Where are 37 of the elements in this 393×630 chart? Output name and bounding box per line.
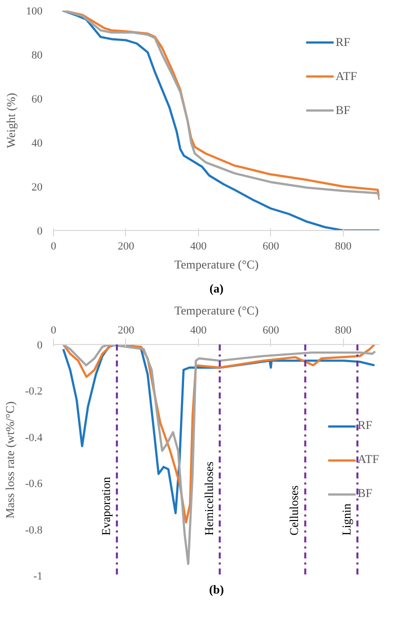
legend-label: ATF xyxy=(336,68,357,84)
x-tick-label: 400 xyxy=(190,324,208,336)
x-tick-label: 200 xyxy=(118,240,135,252)
y-tick-label: 60 xyxy=(32,94,43,106)
x-axis-title: Temperature (°C) xyxy=(174,304,259,318)
ref-line-label: Celluloses xyxy=(287,485,302,536)
legend-label: BF xyxy=(336,102,352,118)
x-tick-label: 0 xyxy=(50,324,57,336)
x-tick-label: 800 xyxy=(335,240,352,252)
x-tick-label: 0 xyxy=(50,240,57,252)
text: (a) xyxy=(210,282,224,296)
x-tick-label: 800 xyxy=(335,324,352,336)
y-tick-label: 80 xyxy=(32,50,43,62)
y-tick-label: -1 xyxy=(33,570,43,582)
legend-label: RF xyxy=(336,34,352,50)
x-tick-label: 600 xyxy=(262,324,280,336)
y-tick-label: 0 xyxy=(37,226,43,238)
ref-line-label: Hemicelluloses xyxy=(202,461,216,536)
y-tick-label: 40 xyxy=(32,138,43,150)
y-tick-label: -0.6 xyxy=(25,478,43,490)
y-tick-label: -0.2 xyxy=(25,386,43,398)
legend-label: RF xyxy=(358,418,374,433)
ref-line-label: Lignin xyxy=(339,504,354,536)
legend-label: BF xyxy=(358,486,374,501)
y-tick-label: 0 xyxy=(37,340,43,352)
x-tick-label: 400 xyxy=(190,240,208,252)
y-tick-label: 20 xyxy=(32,182,43,194)
text: (b) xyxy=(209,582,224,596)
x-tick-label: 200 xyxy=(118,324,135,336)
ref-line-label: Evaporation xyxy=(98,476,113,536)
y-tick-label: -0.8 xyxy=(25,524,43,536)
y-axis-title: Mass loss rate (wt%/°C) xyxy=(3,401,18,519)
y-axis-title: Weight (%) xyxy=(4,92,18,148)
y-tick-label: -0.4 xyxy=(25,432,43,444)
y-tick-label: 100 xyxy=(26,6,43,18)
x-tick-label: 600 xyxy=(262,240,280,252)
x-axis-title: Temperature (°C) xyxy=(174,258,259,272)
